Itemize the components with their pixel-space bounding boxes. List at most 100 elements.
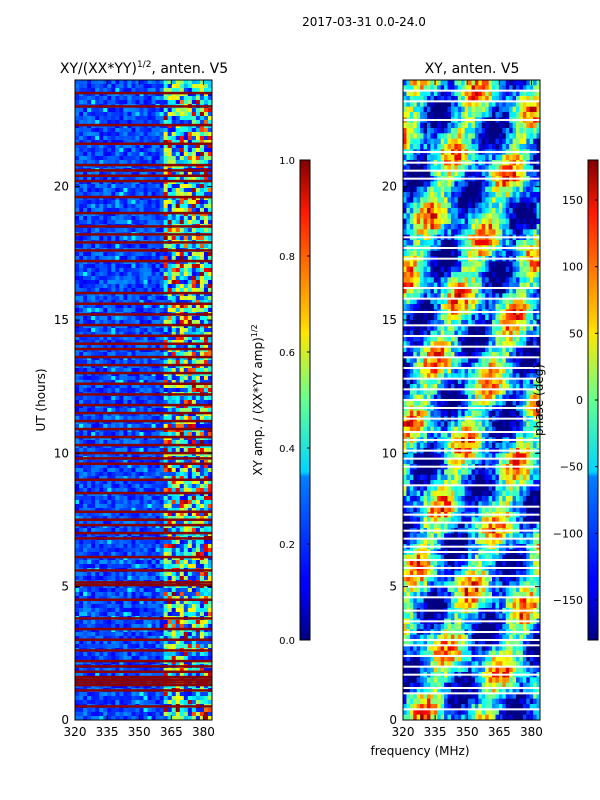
left-heatmap-cell [83, 612, 88, 617]
left-heatmap-cell [127, 228, 132, 233]
left-heatmap-cell [99, 308, 104, 313]
left-heatmap-cell [111, 176, 116, 181]
left-heatmap-cell [75, 500, 80, 505]
left-heatmap-cell [95, 376, 100, 381]
left-heatmap-cell [87, 504, 92, 509]
left-heatmap-cell [175, 576, 181, 581]
left-heatmap-cell [83, 344, 88, 349]
left-heatmap-cell [167, 472, 173, 477]
left-heatmap-cell [175, 96, 181, 101]
left-heatmap-cell [151, 600, 156, 605]
left-heatmap-cell [115, 592, 120, 597]
left-heatmap-cell [95, 540, 100, 545]
left-heatmap-cell [179, 636, 185, 641]
left-heatmap-cell [147, 596, 152, 601]
left-heatmap-cell [191, 468, 197, 473]
left-heatmap-cell [107, 344, 112, 349]
left-heatmap-cell [79, 560, 84, 565]
left-heatmap-cell [119, 192, 124, 197]
left-heatmap-cell [163, 280, 168, 285]
left-heatmap-cell [143, 316, 148, 321]
left-heatmap-cell [151, 376, 156, 381]
left-heatmap-cell [135, 528, 140, 533]
left-heatmap-cell [203, 244, 209, 249]
left-heatmap-cell [115, 100, 120, 105]
left-heatmap-cell [143, 544, 148, 549]
left-heatmap-cell [127, 576, 132, 581]
left-heatmap-cell [183, 88, 189, 93]
left-heatmap-cell [135, 516, 140, 521]
left-heatmap-cell [75, 632, 80, 637]
left-heatmap-cell [111, 216, 116, 221]
left-heatmap-cell [95, 624, 100, 629]
left-heatmap-cell [171, 484, 177, 489]
left-heatmap-cell [139, 460, 144, 465]
left-heatmap-cell [123, 352, 128, 357]
left-heatmap-cell [91, 144, 96, 149]
left-heatmap-cell [91, 112, 96, 117]
left-heatmap-cell [103, 288, 108, 293]
left-heatmap-cell [83, 620, 88, 625]
left-heatmap-cell [163, 344, 168, 349]
left-heatmap-cell [195, 264, 201, 269]
left-heatmap-cell [191, 360, 197, 365]
left-heatmap-cell [179, 236, 185, 241]
left-heatmap-cell [175, 228, 181, 233]
left-heatmap-cell [159, 360, 164, 365]
left-heatmap-cell [147, 216, 152, 221]
left-heatmap-cell [115, 652, 120, 657]
left-heatmap-cell [135, 304, 140, 309]
left-heatmap-cell [79, 572, 84, 577]
left-heatmap-cell [103, 376, 108, 381]
left-heatmap-cell [95, 596, 100, 601]
left-heatmap-cell [187, 304, 193, 309]
left-heatmap-cell [163, 544, 168, 549]
left-heatmap-cell [91, 476, 96, 481]
left-heatmap-cell [103, 308, 108, 313]
left-heatmap-cell [183, 596, 189, 601]
left-heatmap-cell [159, 376, 164, 381]
left-heatmap-cell [119, 520, 124, 525]
left-heatmap-cell [151, 460, 156, 465]
left-heatmap-cell [75, 644, 80, 649]
left-heatmap-cell [111, 308, 116, 313]
left-heatmap-cell [191, 368, 197, 373]
left-heatmap-cell [135, 576, 140, 581]
left-heatmap-cell [175, 548, 181, 553]
left-heatmap-cell [91, 252, 96, 257]
left-heatmap-cell [203, 108, 209, 113]
left-heatmap-cell [167, 608, 173, 613]
left-heatmap-cell [163, 400, 168, 405]
left-heatmap-cell [75, 288, 80, 293]
left-heatmap-cell [135, 656, 140, 661]
left-heatmap-cell [99, 424, 104, 429]
left-heatmap-cell [107, 376, 112, 381]
left-heatmap-cell [75, 360, 80, 365]
left-heatmap-cell [187, 612, 193, 617]
left-heatmap-cell [207, 472, 212, 477]
left-heatmap-cell [103, 468, 108, 473]
left-heatmap-cell [83, 516, 88, 521]
left-heatmap-cell [179, 152, 185, 157]
left-heatmap-cell [151, 588, 156, 593]
left-heatmap-cell [123, 88, 128, 93]
left-heatmap-cell [91, 316, 96, 321]
left-heatmap-cell [175, 516, 181, 521]
left-heatmap-cell [119, 272, 124, 277]
left-heatmap-cell [95, 548, 100, 553]
left-heatmap-cell [119, 284, 124, 289]
left-heatmap-cell [191, 192, 197, 197]
left-heatmap-cell [79, 288, 84, 293]
left-heatmap-cell [143, 640, 148, 645]
left-heatmap-cell [155, 632, 160, 637]
left-heatmap-cell [99, 376, 104, 381]
left-heatmap-cell [195, 516, 201, 521]
left-heatmap-cell [151, 500, 156, 505]
left-heatmap-cell [91, 472, 96, 477]
left-heatmap-cell [131, 480, 136, 485]
left-heatmap-cell [95, 368, 100, 373]
left-heatmap-cell [207, 280, 212, 285]
left-heatmap-cell [131, 244, 136, 249]
left-heatmap-cell [187, 332, 193, 337]
